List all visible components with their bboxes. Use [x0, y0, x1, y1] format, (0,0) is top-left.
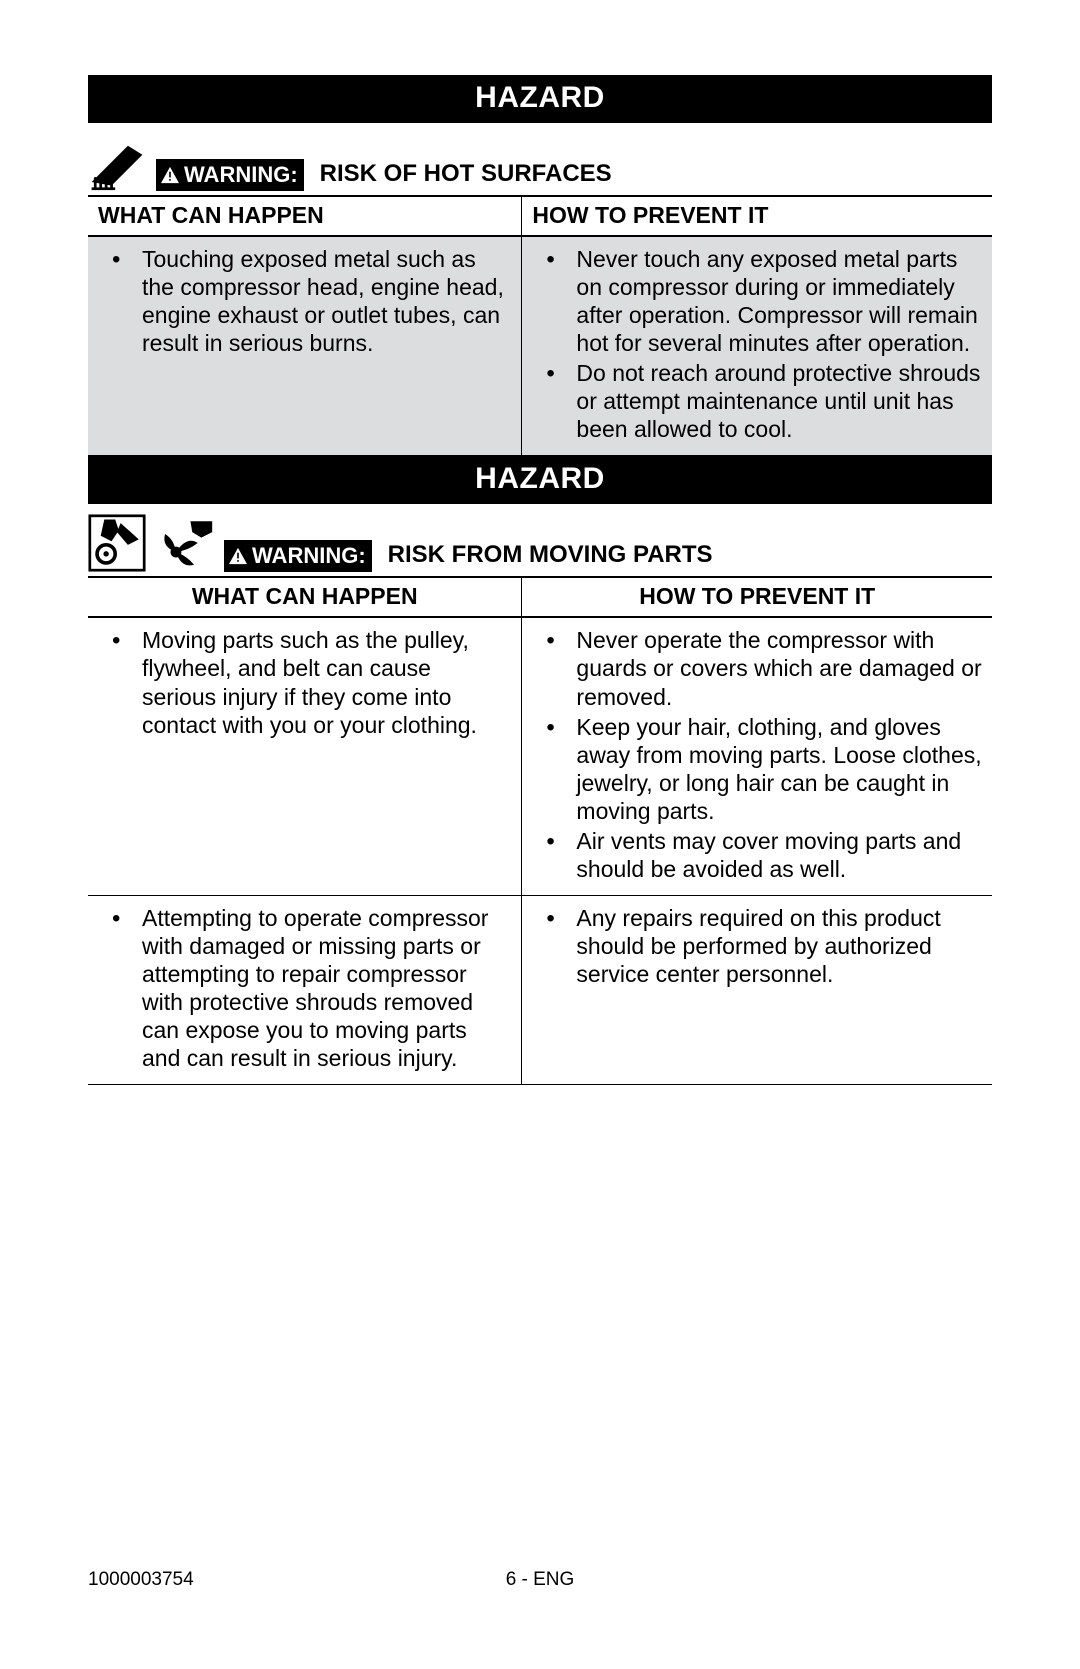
manual-page: HAZARD WARNING: RISK OF HOT SURFACES WHA…	[0, 0, 1080, 1085]
list-item: Never touch any exposed metal parts on c…	[532, 245, 982, 357]
hazard-heading-2: HAZARD	[88, 456, 992, 504]
list-item: Never operate the compressor with guards…	[532, 626, 982, 710]
warning-triangle-icon	[160, 166, 180, 184]
page-number: 6 - ENG	[88, 1569, 992, 1591]
table-row: Attempting to operate compressor with da…	[88, 895, 992, 1084]
list-item: Air vents may cover moving parts and sho…	[532, 827, 982, 883]
col-header-how: HOW TO PREVENT IT	[522, 196, 992, 236]
entanglement-icon	[88, 514, 146, 572]
fan-hand-icon	[156, 514, 214, 572]
table-row: Touching exposed metal such as the compr…	[88, 236, 992, 456]
col-header-how: HOW TO PREVENT IT	[522, 577, 992, 617]
list-item: Keep your hair, clothing, and gloves awa…	[532, 713, 982, 825]
list-item: Moving parts such as the pulley, flywhee…	[98, 626, 511, 738]
hazard-table-hot-surfaces: WHAT CAN HAPPEN HOW TO PREVENT IT Touchi…	[88, 195, 992, 456]
warning-row-hot-surfaces: WARNING: RISK OF HOT SURFACES	[88, 133, 992, 191]
hazard-heading-1: HAZARD	[88, 75, 992, 123]
list-item: Attempting to operate compressor with da…	[98, 904, 511, 1072]
risk-title-hot-surfaces: RISK OF HOT SURFACES	[320, 160, 612, 191]
warning-badge-1: WARNING:	[156, 159, 304, 191]
warning-badge-2: WARNING:	[224, 540, 372, 572]
table-row: Moving parts such as the pulley, flywhee…	[88, 617, 992, 895]
col-header-what: WHAT CAN HAPPEN	[88, 196, 522, 236]
warning-badge-label: WARNING:	[252, 543, 366, 569]
col-header-what: WHAT CAN HAPPEN	[88, 577, 522, 617]
warning-row-moving-parts: WARNING: RISK FROM MOVING PARTS	[88, 514, 992, 572]
warning-triangle-icon	[228, 547, 248, 565]
list-item: Touching exposed metal such as the compr…	[98, 245, 511, 357]
hazard-table-moving-parts: WHAT CAN HAPPEN HOW TO PREVENT IT Moving…	[88, 576, 992, 1085]
risk-title-moving-parts: RISK FROM MOVING PARTS	[388, 541, 713, 572]
list-item: Do not reach around protective shrouds o…	[532, 359, 982, 443]
hot-surface-icon	[88, 133, 146, 191]
page-footer: 1000003754 6 - ENG	[88, 1569, 992, 1591]
list-item: Any repairs required on this product sho…	[532, 904, 982, 988]
warning-badge-label: WARNING:	[184, 162, 298, 188]
